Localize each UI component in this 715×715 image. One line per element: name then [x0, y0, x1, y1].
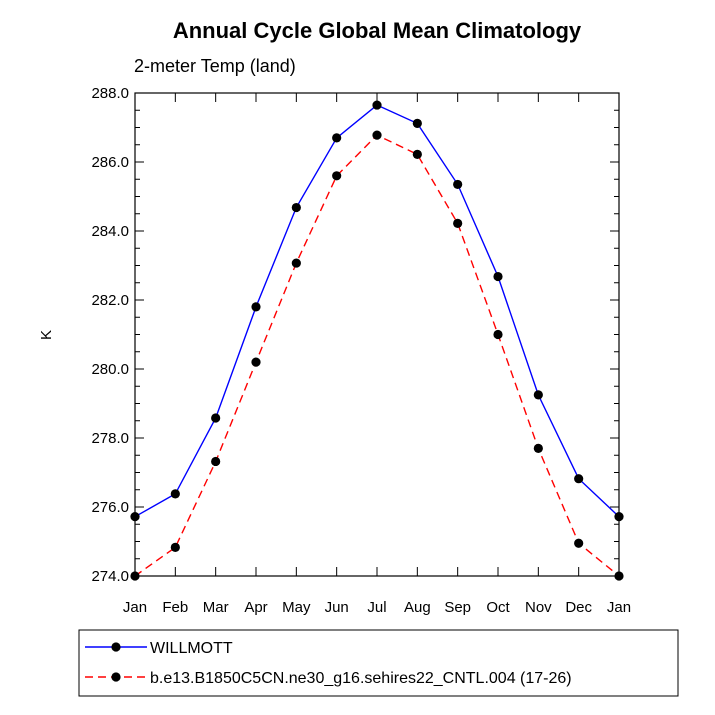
y-axis-label: K [38, 330, 55, 340]
series-layer [130, 100, 624, 581]
legend: WILLMOTT b.e13.B1850C5CN.ne30_g16.sehires… [78, 629, 679, 697]
data-point-series-1 [332, 133, 342, 143]
data-point-series-2 [614, 571, 624, 581]
legend-marker-2 [111, 672, 121, 682]
axes-layer: 274.0 276.0 278.0 280.0 282.0 284.0 286.0 288.0… [91, 85, 631, 616]
data-point-series-2 [332, 171, 342, 181]
series-line-2 [134, 134, 620, 577]
data-point-series-2 [170, 542, 180, 552]
x-tick-label: Dec [565, 599, 592, 616]
data-point-series-2 [412, 149, 422, 160]
x-tick-label: Jul [367, 599, 386, 616]
data-point-series-1 [412, 118, 422, 128]
x-tick-label: Jan [607, 599, 631, 616]
data-point-series-1 [453, 179, 463, 190]
series-line-1 [134, 104, 620, 518]
data-point-series-1 [170, 489, 180, 499]
x-tick-label: Jun [325, 599, 349, 616]
data-point-series-1 [614, 512, 624, 522]
data-point-series-2 [291, 258, 301, 268]
data-point-series-1 [372, 100, 382, 110]
y-tick-label: 282.0 [91, 292, 129, 309]
x-tick-label: Oct [486, 599, 510, 616]
x-tick-label: Nov [525, 599, 552, 616]
data-point-series-1 [493, 271, 503, 282]
x-tick-label: Apr [244, 599, 267, 616]
plot-frame [134, 92, 620, 577]
y-tick-label: 286.0 [91, 154, 129, 171]
data-point-series-2 [533, 443, 543, 453]
data-point-series-1 [130, 512, 140, 522]
y-tick-label: 284.0 [91, 223, 129, 240]
x-tick-label: Jan [123, 599, 147, 616]
data-point-series-2 [493, 329, 503, 340]
legend-box [78, 629, 679, 697]
data-point-series-2 [211, 456, 221, 467]
x-tick-label: Sep [444, 599, 471, 616]
data-point-series-2 [574, 538, 584, 548]
data-point-series-2 [251, 357, 261, 367]
chart-title: Annual Cycle Global Mean Climatology [173, 18, 582, 43]
data-point-series-1 [533, 390, 543, 400]
legend-label-2: b.e13.B1850C5CN.ne30_g16.sehires22_CNTL.… [150, 670, 572, 687]
data-point-series-1 [211, 413, 221, 423]
data-point-series-2 [372, 130, 382, 140]
data-point-series-1 [291, 202, 301, 213]
y-tick-label: 278.0 [91, 430, 129, 447]
chart-subtitle: 2-meter Temp (land) [134, 56, 296, 76]
data-point-series-1 [251, 302, 261, 312]
data-point-series-1 [574, 474, 584, 484]
data-point-series-2 [453, 218, 463, 229]
legend-marker-1 [111, 642, 121, 652]
legend-label-1: WILLMOTT [150, 640, 233, 657]
y-tick-label: 288.0 [91, 85, 129, 102]
x-tick-label: Feb [162, 599, 188, 616]
x-tick-label: May [282, 599, 311, 616]
y-tick-label: 274.0 [91, 568, 129, 585]
x-tick-label: Aug [404, 599, 431, 616]
x-tick-label: Mar [203, 599, 229, 616]
y-tick-label: 276.0 [91, 499, 129, 516]
y-tick-label: 280.0 [91, 361, 129, 378]
data-point-series-2 [130, 571, 140, 581]
